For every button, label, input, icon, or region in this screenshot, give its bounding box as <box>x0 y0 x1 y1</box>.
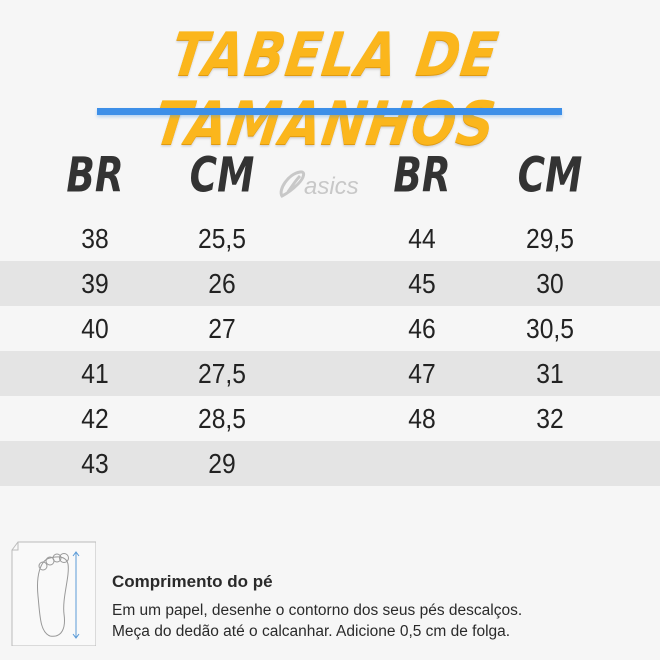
header-br-right: BR <box>393 147 451 204</box>
br-size-cell: 46 <box>408 313 436 344</box>
cm-size-cell: 30 <box>536 268 564 299</box>
footer-title: Comprimento do pé <box>112 572 273 591</box>
header-cm-right: CM <box>517 147 583 204</box>
cm-size-cell <box>497 441 603 486</box>
br-size-cell: 45 <box>408 268 436 299</box>
footer-line-1: Em um papel, desenhe o contorno dos seus… <box>112 602 523 619</box>
cm-size-cell: 27 <box>208 313 236 344</box>
br-size-cell: 42 <box>81 403 109 434</box>
table-row: 38 25,5 44 29,5 <box>0 216 660 261</box>
cm-size-cell: 32 <box>536 403 564 434</box>
br-size-cell: 47 <box>408 358 436 389</box>
br-size-cell: 40 <box>81 313 109 344</box>
table-row: 39 26 45 30 <box>0 261 660 306</box>
footer-instructions: Em um papel, desenhe o contorno dos seus… <box>112 600 522 642</box>
br-size-cell: 38 <box>81 223 109 254</box>
cm-size-cell: 28,5 <box>198 403 246 434</box>
header-cm-left: CM <box>189 147 255 204</box>
cm-size-cell: 26 <box>208 268 236 299</box>
cm-size-cell: 29,5 <box>526 223 574 254</box>
cm-size-cell: 25,5 <box>198 223 246 254</box>
cm-size-cell: 27,5 <box>198 358 246 389</box>
title-underline <box>97 108 562 115</box>
footer-line-2: Meça do dedão até o calcanhar. Adicione … <box>112 623 511 640</box>
br-size-cell: 39 <box>81 268 109 299</box>
br-size-cell: 44 <box>408 223 436 254</box>
header-br-left: BR <box>66 147 124 204</box>
cm-size-cell: 29 <box>208 448 236 479</box>
table-row: 42 28,5 48 32 <box>0 396 660 441</box>
foot-measure-icon <box>11 541 96 646</box>
page-title: TABELA DE TAMANHOS <box>150 21 503 159</box>
br-size-cell: 43 <box>81 448 109 479</box>
br-size-cell: 48 <box>408 403 436 434</box>
asics-logo: asics <box>279 170 359 200</box>
table-row: 41 27,5 47 31 <box>0 351 660 396</box>
cm-size-cell: 30,5 <box>526 313 574 344</box>
table-row: 43 29 <box>0 441 660 486</box>
br-size-cell: 41 <box>81 358 109 389</box>
table-row: 40 27 46 30,5 <box>0 306 660 351</box>
cm-size-cell: 31 <box>536 358 564 389</box>
svg-text:asics: asics <box>304 173 359 200</box>
br-size-cell <box>369 441 475 486</box>
